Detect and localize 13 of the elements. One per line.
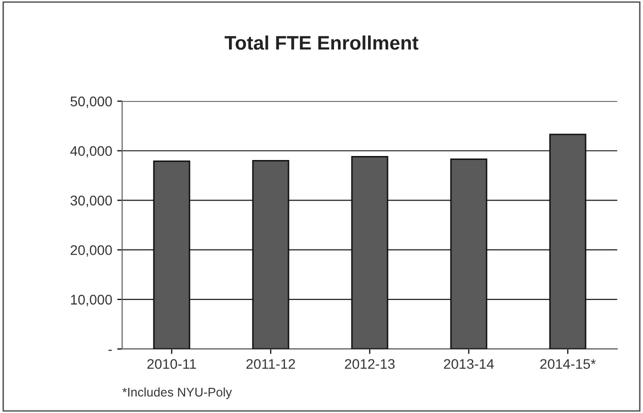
x-tick-label: 2013-14 — [444, 359, 494, 369]
y-tick-label: 50,000 — [70, 96, 112, 108]
y-tick-label: 40,000 — [70, 146, 112, 158]
x-tick-label: 2010-11 — [147, 359, 196, 369]
text: *Includes NYU-Poly — [122, 387, 232, 400]
y-tick-label: - — [108, 350, 112, 351]
y-tick-label: 10,000 — [71, 294, 112, 306]
y-tick-label: 30,000 — [70, 196, 112, 208]
x-tick-label: 2012-13 — [344, 359, 395, 369]
y-tick-label: 20,000 — [70, 245, 112, 257]
chart-title: Total FTE Enrollment — [224, 35, 418, 50]
x-tick-label: 2011-12 — [246, 359, 295, 369]
x-tick-label: 2014-15* — [540, 359, 596, 369]
